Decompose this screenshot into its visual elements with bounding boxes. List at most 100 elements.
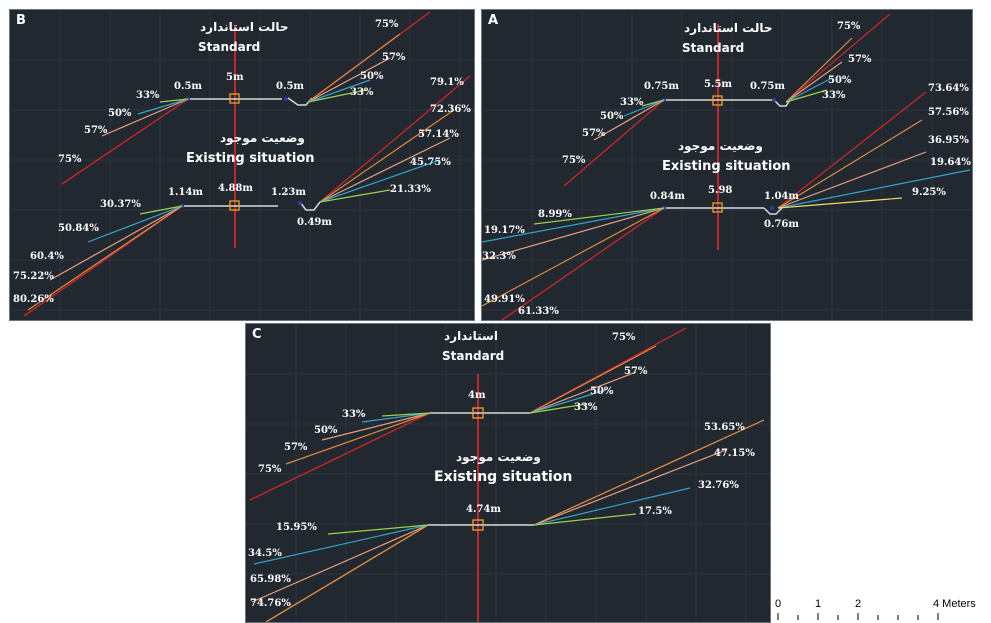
b-std-l-slope-3: 57% — [84, 125, 108, 136]
a-ex-dim-left: 0.84m — [650, 191, 685, 202]
a-std-r-slope-1: 75% — [837, 21, 861, 32]
a-std-l-slope-3: 57% — [582, 128, 606, 139]
b-std-r-slope-2: 57% — [382, 52, 406, 63]
b-ex-dim-ditch: 0.49m — [297, 217, 332, 228]
b-ex-r-slope-3: 57.14% — [418, 129, 459, 140]
c-existing-title-en: Existing situation — [434, 469, 573, 485]
panel-b-drawing — [10, 10, 474, 320]
panel-b: B حالت استاندارد Standard وضعیت موجود Ex… — [9, 9, 475, 321]
scale-label-2: 2 — [855, 598, 862, 610]
c-std-dim-center: 4m — [468, 390, 486, 401]
scale-label-0: 0 — [775, 598, 782, 610]
b-std-r-slope-4: 33% — [350, 87, 374, 98]
c-ex-dim-center: 4.74m — [466, 504, 501, 515]
b-ex-l-slope-4: 75.22% — [13, 271, 54, 282]
b-existing-title-en: Existing situation — [186, 151, 315, 166]
b-standard-title-fa: حالت استاندارد — [200, 20, 289, 34]
b-standard-title-en: Standard — [198, 40, 261, 54]
c-std-r-slope-1: 75% — [612, 332, 636, 343]
b-ex-l-slope-3: 60.4% — [30, 251, 64, 262]
a-ex-l-slope-2: 19.17% — [484, 225, 525, 236]
c-standard-title-fa: استاندارد — [444, 329, 498, 343]
a-std-r-slope-4: 33% — [822, 90, 846, 101]
c-std-l-slope-3: 57% — [284, 442, 308, 453]
b-ex-r-slope-5: 21.33% — [390, 184, 431, 195]
c-std-l-slope-4: 75% — [258, 464, 282, 475]
c-ex-l-slope-1: 15.95% — [276, 522, 317, 533]
a-ex-r-slope-4: 19.64% — [930, 157, 971, 168]
b-ex-l-slope-1: 30.37% — [100, 199, 141, 210]
c-ex-r-slope-3: 32.76% — [698, 480, 739, 491]
b-std-dim-left: 0.5m — [174, 81, 202, 92]
c-ex-l-slope-4: 74.76% — [250, 598, 291, 609]
a-ex-r-slope-5: 9.25% — [912, 187, 946, 198]
a-standard-title-fa: حالت استاندارد — [684, 21, 773, 35]
a-std-r-slope-3: 50% — [828, 75, 852, 86]
c-ex-r-slope-4: 17.5% — [638, 506, 672, 517]
a-std-dim-left: 0.75m — [644, 81, 679, 92]
c-ex-l-slope-2: 34.5% — [248, 548, 282, 559]
b-std-l-slope-4: 75% — [58, 154, 82, 165]
a-standard-section — [563, 13, 891, 187]
a-std-dim-right: 0.75m — [750, 81, 785, 92]
b-existing-section — [23, 75, 471, 317]
a-existing-title-en: Existing situation — [662, 159, 791, 174]
b-ex-r-slope-1: 79.1% — [430, 77, 464, 88]
b-std-dim-center: 5m — [226, 72, 244, 83]
b-ex-dim-center: 4.88m — [218, 183, 253, 194]
b-ex-r-slope-4: 45.75% — [410, 157, 451, 168]
panel-b-tag: B — [16, 13, 26, 28]
panel-c-drawing — [246, 324, 770, 622]
scale-label-4: 4 Meters — [933, 598, 976, 610]
a-existing-title-fa: وضعیت موجود — [678, 139, 763, 153]
a-ex-l-slope-1: 8.99% — [538, 209, 572, 220]
scale-ticks — [777, 613, 939, 620]
panel-a: A حالت استاندارد Standard وضعیت موجود Ex… — [481, 9, 973, 321]
c-std-l-slope-1: 33% — [342, 409, 366, 420]
panel-a-drawing — [482, 10, 972, 320]
b-standard-section — [61, 11, 431, 185]
panel-a-tag: A — [488, 13, 499, 28]
b-ex-l-slope-5: 80.26% — [13, 294, 54, 305]
c-standard-title-en: Standard — [442, 349, 505, 363]
c-ex-r-slope-1: 53.65% — [704, 422, 745, 433]
c-ex-r-slope-2: 47.15% — [714, 448, 755, 459]
b-std-r-slope-3: 50% — [360, 71, 384, 82]
b-std-dim-right: 0.5m — [276, 81, 304, 92]
b-std-r-slope-1: 75% — [375, 19, 399, 30]
c-existing-title-fa: وضعیت موجود — [456, 450, 541, 464]
c-std-l-slope-2: 50% — [314, 425, 338, 436]
a-std-l-slope-1: 33% — [620, 97, 644, 108]
a-ex-l-slope-4: 49.91% — [484, 294, 525, 305]
scale-bar: 0 1 2 4 Meters — [773, 598, 991, 622]
a-std-r-slope-2: 57% — [848, 54, 872, 65]
a-ex-dim-center: 5.98 — [708, 185, 733, 196]
panel-c-tag: C — [252, 327, 262, 342]
b-ex-r-slope-2: 72.36% — [430, 104, 471, 115]
c-ex-l-slope-3: 65.98% — [250, 574, 291, 585]
b-ex-dim-left: 1.14m — [168, 187, 203, 198]
a-standard-title-en: Standard — [682, 41, 745, 55]
a-std-dim-center: 5.5m — [704, 79, 732, 90]
panel-c: C استاندارد Standard وضعیت موجود Existin… — [245, 323, 771, 623]
c-std-r-slope-3: 50% — [590, 386, 614, 397]
c-existing-section — [251, 419, 765, 622]
b-std-l-slope-1: 33% — [136, 90, 160, 101]
b-ex-l-slope-2: 50.84% — [58, 223, 99, 234]
c-standard-section — [249, 327, 687, 501]
a-std-l-slope-2: 50% — [600, 111, 624, 122]
a-ex-dim-right: 1.04m — [764, 191, 799, 202]
scale-label-1: 1 — [815, 598, 822, 610]
c-std-r-slope-4: 33% — [574, 402, 598, 413]
a-ex-r-slope-2: 57.56% — [928, 107, 969, 118]
a-existing-section — [482, 91, 971, 320]
a-ex-l-slope-5: 61.33% — [518, 306, 559, 317]
c-std-r-slope-2: 57% — [624, 366, 648, 377]
a-ex-dim-ditch: 0.76m — [764, 219, 799, 230]
b-std-l-slope-2: 50% — [108, 108, 132, 119]
a-ex-l-slope-3: 32.3% — [482, 251, 516, 262]
a-std-l-slope-4: 75% — [562, 155, 586, 166]
a-ex-r-slope-3: 36.95% — [928, 135, 969, 146]
a-ex-r-slope-1: 73.64% — [928, 83, 969, 94]
b-existing-title-fa: وضعیت موجود — [220, 131, 305, 145]
